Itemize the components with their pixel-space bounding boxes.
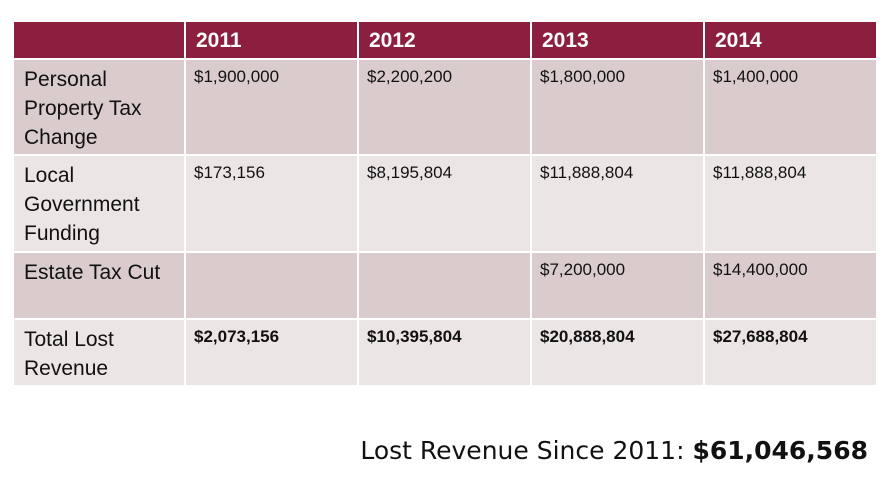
table-cell: $11,888,804 <box>703 154 878 253</box>
table-cell: $1,900,000 <box>184 58 359 156</box>
table-row-personal-property-tax: Personal Property Tax Change $1,900,000 … <box>12 58 878 156</box>
table-cell <box>184 251 359 320</box>
summary-amount: $61,046,568 <box>692 436 868 465</box>
table-row-total-lost-revenue: Total Lost Revenue $2,073,156 $10,395,80… <box>12 318 878 387</box>
table-cell-total: $27,688,804 <box>703 318 878 387</box>
table-cell: $8,195,804 <box>357 154 532 253</box>
header-row: 2011 2012 2013 2014 <box>12 20 878 60</box>
header-corner <box>12 20 186 60</box>
header-2014: 2014 <box>703 20 878 60</box>
table-cell: $7,200,000 <box>530 251 705 320</box>
table-row-estate-tax-cut: Estate Tax Cut $7,200,000 $14,400,000 <box>12 251 878 320</box>
table-cell-total: $2,073,156 <box>184 318 359 387</box>
table-cell: $14,400,000 <box>703 251 878 320</box>
table-cell: $11,888,804 <box>530 154 705 253</box>
table-cell: $1,400,000 <box>703 58 878 156</box>
table-cell: $1,800,000 <box>530 58 705 156</box>
header-2013: 2013 <box>530 20 705 60</box>
table-cell <box>357 251 532 320</box>
table-cell: $2,200,200 <box>357 58 532 156</box>
row-label: Local Government Funding <box>12 154 186 253</box>
table-row-local-government-funding: Local Government Funding $173,156 $8,195… <box>12 154 878 253</box>
summary-label: Lost Revenue Since 2011: <box>360 436 693 465</box>
row-label: Personal Property Tax Change <box>12 58 186 156</box>
table-cell: $173,156 <box>184 154 359 253</box>
row-label: Total Lost Revenue <box>12 318 186 387</box>
lost-revenue-table: 2011 2012 2013 2014 Personal Property Ta… <box>12 20 878 387</box>
row-label: Estate Tax Cut <box>12 251 186 320</box>
lost-revenue-summary: Lost Revenue Since 2011: $61,046,568 <box>360 436 868 465</box>
header-2011: 2011 <box>184 20 359 60</box>
table-cell-total: $10,395,804 <box>357 318 532 387</box>
header-2012: 2012 <box>357 20 532 60</box>
table-cell-total: $20,888,804 <box>530 318 705 387</box>
